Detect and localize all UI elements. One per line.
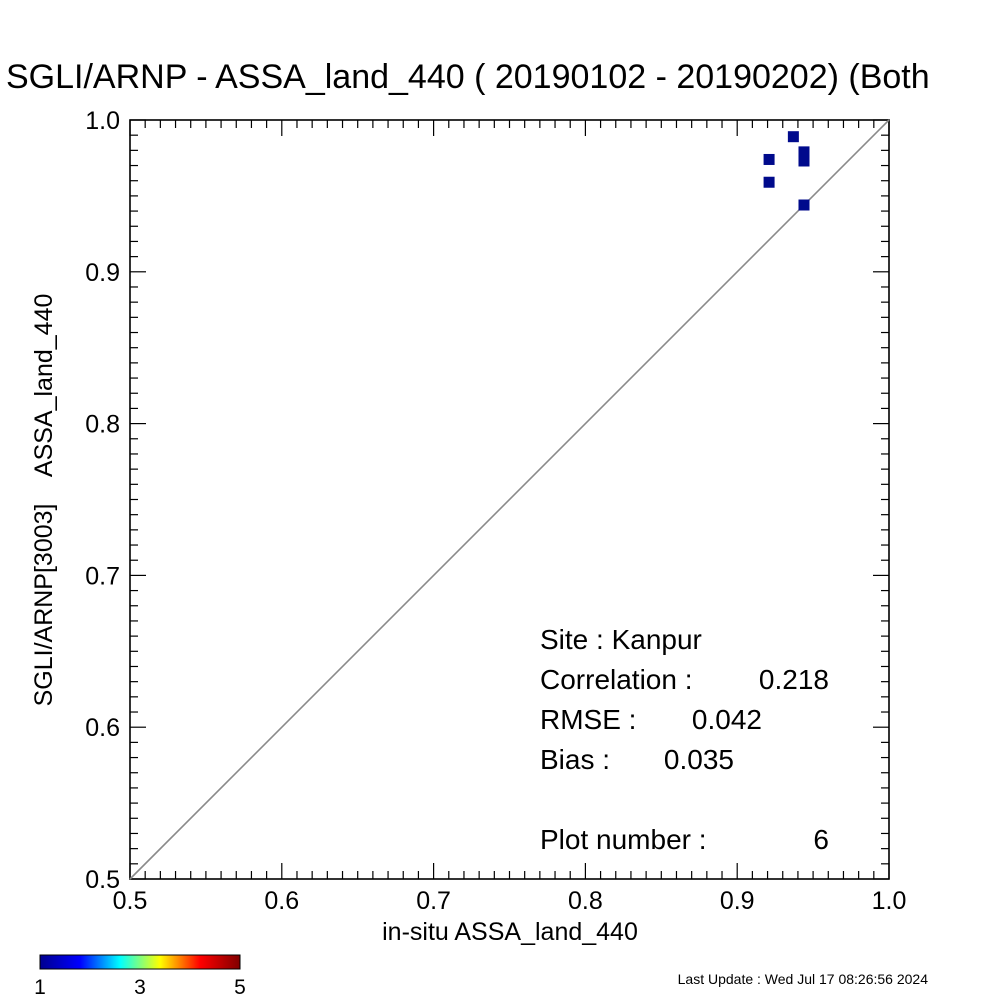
- stat-site: Site : Kanpur: [540, 624, 702, 655]
- x-tick-label: 0.5: [113, 887, 148, 915]
- y-tick-label: 0.7: [85, 562, 120, 590]
- y-tick-label: 0.9: [85, 259, 120, 287]
- x-tick-label: 0.7: [416, 887, 451, 915]
- data-point: [763, 176, 775, 188]
- stat-rmse-value: 0.042: [692, 704, 762, 735]
- stat-bias-value: 0.035: [664, 744, 734, 775]
- data-point: [798, 146, 810, 158]
- data-point: [787, 131, 799, 143]
- stat-plot-number-value: 6: [813, 824, 829, 855]
- y-tick-label: 0.8: [85, 411, 120, 439]
- x-tick-label: 0.9: [720, 887, 755, 915]
- x-tick-label: 0.6: [264, 887, 299, 915]
- stat-plot-number-label: Plot number :: [540, 824, 707, 855]
- y-tick-label: 0.5: [85, 866, 120, 894]
- y-axis-label: SGLI/ARNP[3003] ASSA_land_440: [30, 294, 58, 707]
- stat-correlation-label: Correlation :: [540, 664, 693, 695]
- one-to-one-line: [129, 119, 890, 880]
- y-tick-label: 1.0: [85, 107, 120, 135]
- y-tick-label: 0.6: [85, 714, 120, 742]
- colorbar-min-label: 1: [34, 976, 46, 999]
- colorbar-gradient: [39, 954, 241, 970]
- data-point: [798, 155, 810, 167]
- colorbar-max-label: 5: [234, 976, 246, 999]
- data-point: [798, 199, 810, 211]
- x-tick-label: 0.8: [568, 887, 603, 915]
- stats-box: Site : Kanpur Correlation : 0.218 RMSE :…: [540, 624, 829, 855]
- x-tick-label: 1.0: [872, 887, 907, 915]
- minor-ticks: [129, 119, 890, 880]
- colorbar: 1 3 5: [34, 954, 246, 999]
- y-tick-labels: 0.5 0.6 0.7 0.8 0.9 1.0: [85, 107, 120, 894]
- x-axis-label: in-situ ASSA_land_440: [382, 918, 638, 946]
- data-points: [763, 131, 810, 211]
- stat-bias-label: Bias :: [540, 744, 610, 775]
- colorbar-mid-label: 3: [134, 976, 146, 999]
- x-tick-labels: 0.5 0.6 0.7 0.8 0.9 1.0: [113, 887, 907, 915]
- last-update-text: Last Update : Wed Jul 17 08:26:56 2024: [678, 971, 929, 987]
- chart-title: SGLI/ARNP - ASSA_land_440 ( 20190102 - 2…: [6, 58, 930, 96]
- data-point: [763, 153, 775, 165]
- stat-rmse-label: RMSE :: [540, 704, 636, 735]
- stat-correlation-value: 0.218: [759, 664, 829, 695]
